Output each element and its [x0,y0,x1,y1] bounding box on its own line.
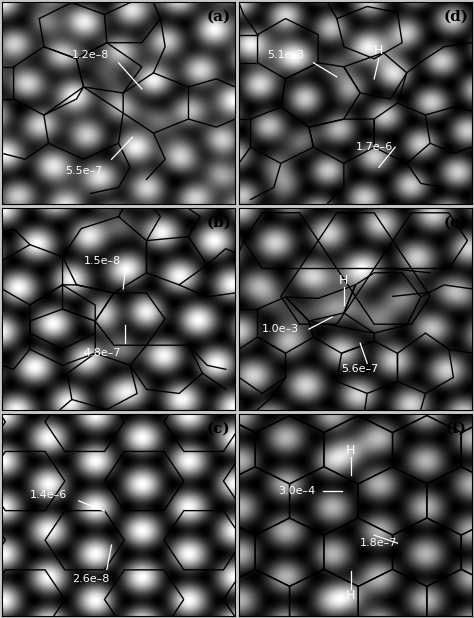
Text: 1.2e–8: 1.2e–8 [72,49,109,60]
Text: 1.5e–8: 1.5e–8 [83,256,121,266]
Text: 1.8e–7: 1.8e–7 [360,538,398,548]
Text: 5.6e–7: 5.6e–7 [342,365,379,375]
Text: 2.6e–8: 2.6e–8 [72,574,109,585]
Text: 1.7e–6: 1.7e–6 [356,142,393,152]
Text: 4.8e–7: 4.8e–7 [83,348,121,358]
Text: 5.5e–7: 5.5e–7 [65,166,102,176]
Text: 1.0e–3: 1.0e–3 [262,324,300,334]
Text: H: H [339,274,348,287]
Text: (e): (e) [444,216,468,229]
Text: H: H [346,444,356,457]
Text: 5.1e–3: 5.1e–3 [267,49,304,60]
Text: (d): (d) [443,9,468,23]
Text: (c): (c) [207,421,230,436]
Text: 3.0e–4: 3.0e–4 [279,486,316,496]
Text: (a): (a) [207,9,231,23]
Text: H: H [374,44,383,57]
Text: (f): (f) [445,421,466,436]
Text: 1.4e–6: 1.4e–6 [30,490,67,500]
Text: H: H [346,589,356,602]
Text: (b): (b) [206,216,231,229]
